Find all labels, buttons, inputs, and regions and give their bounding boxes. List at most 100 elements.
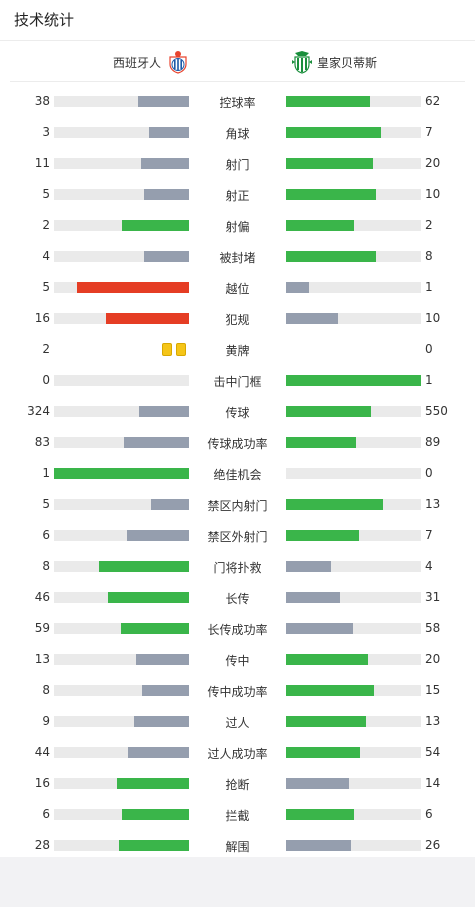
- away-bar-track: [286, 778, 421, 789]
- home-bar-track: [54, 499, 189, 510]
- stat-label: 黄牌: [225, 344, 250, 358]
- home-value: 3: [42, 125, 50, 139]
- away-value: 54: [425, 745, 441, 759]
- stat-label: 抢断: [225, 778, 250, 792]
- home-bar: [142, 685, 189, 696]
- away-bar: [286, 251, 377, 262]
- stat-label: 过人成功率: [207, 747, 268, 761]
- stat-row: 6 拦截 6: [0, 799, 475, 830]
- stat-row: 8 传中成功率 15: [0, 675, 475, 706]
- home-value: 2: [42, 342, 50, 356]
- home-bar-track: [54, 778, 189, 789]
- home-bar-track: [54, 96, 189, 107]
- away-value: 0: [425, 466, 433, 480]
- home-bar: [126, 530, 189, 541]
- home-bar-track: [54, 251, 189, 262]
- away-bar: [286, 406, 371, 417]
- away-value: 2: [425, 218, 433, 232]
- stats-list: 38 控球率 62 3 角球 7 11 射门 20 5 射正 10 2 射偏 2 4 被封堵 8 5 越位 1 16 犯规 1…: [0, 82, 475, 861]
- yellow-card-icon: [176, 343, 186, 356]
- stat-row: 324 传球 550: [0, 396, 475, 427]
- stat-row: 46 长传 31: [0, 582, 475, 613]
- home-team[interactable]: 西班牙人: [113, 50, 189, 74]
- page-title: 技术统计: [0, 0, 475, 41]
- home-bar-track: [54, 158, 189, 169]
- away-bar: [286, 716, 366, 727]
- stat-label: 拦截: [225, 809, 250, 823]
- stat-label: 越位: [225, 282, 250, 296]
- away-value: 89: [425, 435, 441, 449]
- away-bar: [286, 654, 368, 665]
- betis-crest-icon: [292, 51, 312, 74]
- home-bar-track: [54, 654, 189, 665]
- home-value: 13: [34, 652, 50, 666]
- away-bar-track: [286, 499, 421, 510]
- away-bar: [286, 158, 374, 169]
- home-value: 8: [42, 559, 50, 573]
- home-bar: [144, 251, 189, 262]
- away-bar-track: [286, 561, 421, 572]
- away-value: 10: [425, 187, 441, 201]
- home-bar: [54, 468, 189, 479]
- stat-row: 5 越位 1: [0, 272, 475, 303]
- stat-row: 11 射门 20: [0, 148, 475, 179]
- away-value: 20: [425, 652, 441, 666]
- away-value: 7: [425, 528, 433, 542]
- home-value: 16: [34, 311, 50, 325]
- home-bar-track: [54, 406, 189, 417]
- away-bar: [286, 282, 309, 293]
- away-value: 26: [425, 838, 441, 852]
- home-value: 83: [34, 435, 50, 449]
- away-bar-track: [286, 685, 421, 696]
- away-bar-track: [286, 282, 421, 293]
- away-team[interactable]: 皇家贝蒂斯: [291, 50, 377, 74]
- home-value: 1: [42, 466, 50, 480]
- home-value: 8: [42, 683, 50, 697]
- home-bar: [151, 499, 189, 510]
- away-team-name: 皇家贝蒂斯: [317, 55, 378, 70]
- home-bar: [141, 158, 189, 169]
- stat-row: 16 犯规 10: [0, 303, 475, 334]
- home-value: 324: [27, 404, 50, 418]
- away-bar: [286, 809, 354, 820]
- stat-label: 禁区外射门: [207, 530, 268, 544]
- away-bar: [286, 375, 421, 386]
- stat-row: 6 禁区外射门 7: [0, 520, 475, 551]
- home-bar: [138, 406, 189, 417]
- home-bar: [117, 778, 189, 789]
- home-bar-track: [54, 282, 189, 293]
- away-value: 20: [425, 156, 441, 170]
- stat-label: 传中: [225, 654, 250, 668]
- stat-label: 长传成功率: [207, 623, 268, 637]
- home-bar-track: [54, 189, 189, 200]
- stat-label: 被封堵: [219, 251, 256, 265]
- stat-label: 角球: [225, 127, 250, 141]
- home-bar-track: [54, 220, 189, 231]
- home-bar: [123, 437, 189, 448]
- stat-row: 5 射正 10: [0, 179, 475, 210]
- away-value: 15: [425, 683, 441, 697]
- home-bar: [118, 840, 189, 851]
- away-value: 62: [425, 94, 441, 108]
- teams-header: 西班牙人 皇家贝蒂斯: [10, 41, 465, 82]
- away-bar: [286, 127, 381, 138]
- home-value: 6: [42, 807, 50, 821]
- stat-row: 2 射偏 2: [0, 210, 475, 241]
- home-bar-track: [54, 468, 189, 479]
- away-value: 31: [425, 590, 441, 604]
- home-bar-track: [54, 747, 189, 758]
- stat-row: 1 绝佳机会 0: [0, 458, 475, 489]
- away-bar-track: [286, 840, 421, 851]
- stat-row: 13 传中 20: [0, 644, 475, 675]
- home-value: 5: [42, 280, 50, 294]
- home-value: 38: [34, 94, 50, 108]
- stat-label: 传球: [225, 406, 250, 420]
- away-bar-track: [286, 251, 421, 262]
- away-bar-track: [286, 809, 421, 820]
- away-bar-track: [286, 530, 421, 541]
- home-value: 46: [34, 590, 50, 604]
- home-bar-track: [54, 685, 189, 696]
- home-value: 59: [34, 621, 50, 635]
- away-bar-track: [286, 127, 421, 138]
- away-value: 550: [425, 404, 448, 418]
